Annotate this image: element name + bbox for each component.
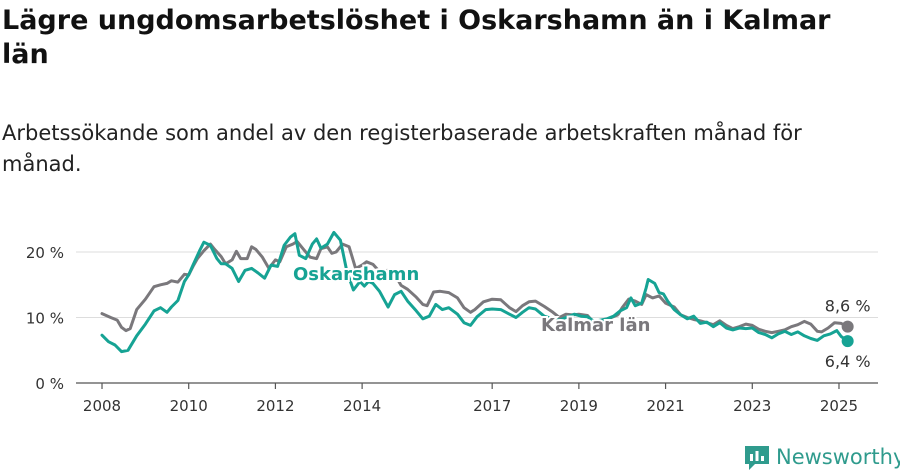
x-tick-label: 2014 bbox=[343, 397, 381, 415]
series-label-oskarshamn: Oskarshamn bbox=[293, 264, 419, 285]
end-marker-oskarshamn bbox=[841, 335, 854, 348]
newsworthy-logo-icon bbox=[745, 446, 769, 470]
x-tick-label: 2023 bbox=[733, 397, 771, 415]
y-tick-label: 0 % bbox=[35, 375, 64, 393]
x-tick-label: 2019 bbox=[560, 397, 598, 415]
x-tick-label: 2021 bbox=[646, 397, 684, 415]
x-tick-label: 2008 bbox=[83, 397, 121, 415]
x-tick-label: 2017 bbox=[473, 397, 511, 415]
x-tick-label: 2025 bbox=[820, 397, 858, 415]
series-line-kalmar-lan bbox=[100, 240, 850, 335]
y-tick-label: 20 % bbox=[26, 244, 64, 262]
line-chart: 0 % 10 % 20 % 2008 2010 2012 2014 2017 2019 2021 2… bbox=[26, 230, 878, 415]
end-marker-kalmar-lan bbox=[841, 320, 854, 333]
end-label-kalmar-lan: 8,6 % bbox=[825, 297, 871, 316]
chart-subtitle: Arbetssökande som andel av den registerb… bbox=[2, 121, 802, 176]
chart-title: Lägre ungdomsarbetslöshet i Oskarshamn ä… bbox=[2, 5, 831, 70]
newsworthy-brand[interactable]: Newsworthy bbox=[744, 440, 900, 474]
y-tick-label: 10 % bbox=[26, 310, 64, 328]
end-label-oskarshamn: 6,4 % bbox=[825, 352, 871, 371]
x-tick-label: 2010 bbox=[170, 397, 208, 415]
brand-name: Newsworthy bbox=[776, 445, 900, 469]
series-line-oskarshamn bbox=[100, 230, 850, 354]
series-label-kalmar-lan: Kalmar län bbox=[541, 315, 650, 336]
x-tick-label: 2012 bbox=[256, 397, 294, 415]
